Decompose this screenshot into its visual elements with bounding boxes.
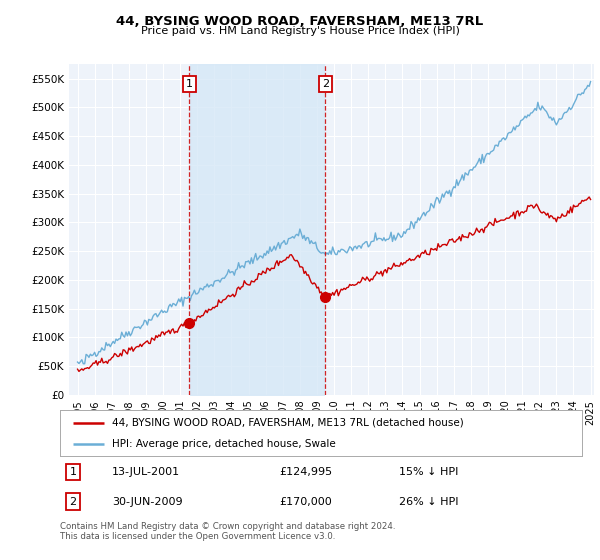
Text: Price paid vs. HM Land Registry's House Price Index (HPI): Price paid vs. HM Land Registry's House … (140, 26, 460, 36)
Text: 26% ↓ HPI: 26% ↓ HPI (400, 497, 459, 507)
Text: 2: 2 (322, 79, 329, 89)
Text: 1: 1 (70, 467, 77, 477)
Text: Contains HM Land Registry data © Crown copyright and database right 2024.
This d: Contains HM Land Registry data © Crown c… (60, 522, 395, 542)
Text: £124,995: £124,995 (279, 467, 332, 477)
Text: 13-JUL-2001: 13-JUL-2001 (112, 467, 181, 477)
Text: 44, BYSING WOOD ROAD, FAVERSHAM, ME13 7RL: 44, BYSING WOOD ROAD, FAVERSHAM, ME13 7R… (116, 15, 484, 27)
Text: 15% ↓ HPI: 15% ↓ HPI (400, 467, 458, 477)
Text: 30-JUN-2009: 30-JUN-2009 (112, 497, 183, 507)
Text: HPI: Average price, detached house, Swale: HPI: Average price, detached house, Swal… (112, 439, 336, 449)
Text: 44, BYSING WOOD ROAD, FAVERSHAM, ME13 7RL (detached house): 44, BYSING WOOD ROAD, FAVERSHAM, ME13 7R… (112, 418, 464, 428)
Text: £170,000: £170,000 (279, 497, 332, 507)
Text: 2: 2 (70, 497, 77, 507)
Text: 1: 1 (186, 79, 193, 89)
